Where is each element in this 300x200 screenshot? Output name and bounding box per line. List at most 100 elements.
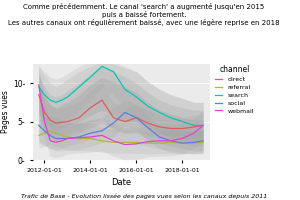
referral [89, 137, 92, 140]
social [77, 136, 81, 138]
direct [169, 127, 173, 130]
referral [123, 141, 127, 144]
direct [48, 119, 52, 121]
webmail [169, 140, 173, 142]
search [89, 76, 92, 78]
search [43, 94, 46, 96]
search [146, 105, 150, 107]
social [66, 137, 69, 140]
direct [60, 121, 64, 124]
webmail [89, 136, 92, 138]
search [60, 99, 64, 101]
webmail [66, 137, 69, 140]
webmail [181, 137, 184, 140]
search [158, 111, 161, 114]
social [100, 130, 104, 132]
direct [100, 99, 104, 101]
webmail [54, 141, 58, 144]
webmail [123, 143, 127, 146]
direct [135, 117, 138, 119]
search [100, 65, 104, 68]
search [37, 86, 40, 88]
social [89, 132, 92, 134]
webmail [60, 140, 64, 142]
referral [201, 141, 205, 144]
direct [54, 122, 58, 124]
search [48, 99, 52, 101]
X-axis label: Date: Date [111, 178, 132, 187]
social [43, 130, 46, 132]
social [201, 140, 205, 142]
referral [43, 132, 46, 134]
referral [181, 142, 184, 144]
referral [100, 140, 104, 142]
social [37, 124, 40, 127]
webmail [37, 84, 40, 86]
direct [181, 127, 184, 130]
Legend: direct, referral, search, social, webmail: direct, referral, search, social, webmai… [215, 65, 254, 114]
Line: webmail: webmail [39, 85, 203, 145]
webmail [146, 140, 150, 143]
social [181, 142, 184, 144]
referral [192, 142, 196, 144]
Y-axis label: Pages vues: Pages vues [1, 91, 10, 133]
Line: search: search [39, 66, 203, 125]
webmail [135, 143, 138, 145]
referral [54, 132, 58, 134]
search [169, 117, 173, 119]
Line: social: social [39, 112, 203, 143]
webmail [48, 140, 52, 142]
search [112, 70, 115, 73]
search [192, 124, 196, 127]
social [158, 136, 161, 138]
search [201, 124, 205, 127]
search [181, 120, 184, 123]
search [77, 86, 81, 88]
referral [77, 137, 81, 140]
social [54, 137, 58, 140]
direct [89, 107, 92, 109]
direct [77, 117, 81, 119]
referral [146, 142, 150, 144]
Text: Comme précédemment. Le canal 'search' a augmenté jusqu'en 2015
puis a baissé for: Comme précédemment. Le canal 'search' a … [8, 3, 280, 26]
search [135, 96, 138, 98]
webmail [158, 140, 161, 142]
direct [123, 120, 127, 123]
referral [66, 136, 69, 138]
webmail [43, 120, 46, 123]
referral [158, 142, 161, 144]
direct [66, 120, 69, 123]
webmail [112, 140, 115, 142]
social [60, 137, 64, 140]
referral [112, 141, 115, 144]
Line: referral: referral [39, 131, 203, 143]
social [123, 111, 127, 114]
Line: direct: direct [39, 95, 203, 129]
webmail [192, 132, 196, 134]
search [123, 88, 127, 91]
social [169, 140, 173, 142]
direct [146, 122, 150, 124]
direct [192, 126, 196, 128]
webmail [201, 124, 205, 127]
search [66, 96, 69, 98]
referral [37, 134, 40, 137]
Text: Trafic de Base - Evolution lissée des pages vues selon les canaux depuis 2011: Trafic de Base - Evolution lissée des pa… [21, 194, 267, 199]
direct [37, 94, 40, 96]
social [192, 141, 196, 144]
webmail [100, 134, 104, 137]
referral [60, 134, 64, 137]
direct [112, 117, 115, 119]
referral [135, 141, 138, 144]
search [54, 101, 58, 104]
direct [201, 124, 205, 127]
referral [169, 141, 173, 144]
direct [43, 111, 46, 114]
referral [48, 130, 52, 132]
social [112, 122, 115, 124]
social [135, 117, 138, 119]
social [48, 134, 52, 137]
webmail [77, 137, 81, 139]
social [146, 127, 150, 129]
direct [158, 126, 161, 128]
